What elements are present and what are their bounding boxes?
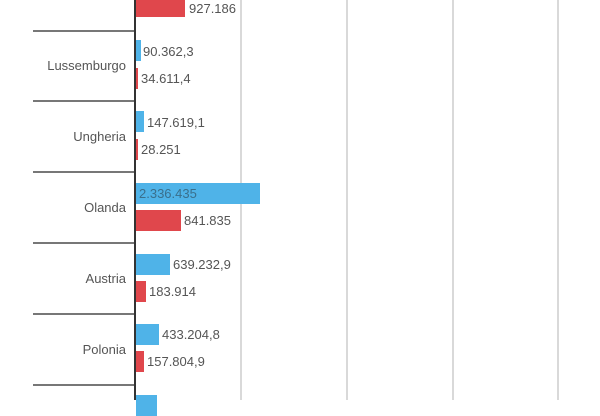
- y-axis: [134, 0, 136, 400]
- value-label: 639.232,9: [173, 257, 231, 272]
- bar-series-2: [136, 351, 144, 372]
- bar-series-2: [136, 139, 138, 160]
- bar-series-2: [136, 0, 185, 17]
- value-label: 34.611,4: [141, 71, 191, 86]
- value-label: 433.204,8: [162, 327, 220, 342]
- category-separator: [33, 384, 135, 386]
- value-label: 147.619,1: [147, 115, 205, 130]
- bar-series-1: [136, 395, 157, 416]
- bar-series-2: [136, 68, 138, 89]
- category-label: Polonia: [82, 342, 126, 357]
- bar-series-1: [136, 111, 144, 132]
- category-separator: [33, 100, 135, 102]
- gridline: [346, 0, 348, 400]
- value-label: 90.362,3: [143, 44, 194, 59]
- value-label: 2.336.435: [139, 186, 197, 201]
- category-label: Lussemburgo: [47, 58, 126, 73]
- value-label: 183.914: [149, 284, 196, 299]
- bar-chart: 927.186 Lussemburgo 90.362,3 34.611,4 Un…: [33, 0, 559, 416]
- value-label: 841.835: [184, 213, 231, 228]
- category-label: Austria: [85, 271, 126, 286]
- category-label: Ungheria: [73, 129, 126, 144]
- category-label: Olanda: [84, 200, 126, 215]
- bar-series-2: [136, 281, 146, 302]
- value-label: 28.251: [141, 142, 181, 157]
- bar-series-1: [136, 183, 260, 204]
- value-label: 927.186: [189, 1, 236, 16]
- gridline: [452, 0, 454, 400]
- bar-series-1: [136, 324, 159, 345]
- gridline: [557, 0, 559, 400]
- category-separator: [33, 171, 135, 173]
- bar-series-1: [136, 40, 141, 61]
- category-separator: [33, 242, 135, 244]
- bar-series-1: [136, 254, 170, 275]
- bar-series-2: [136, 210, 181, 231]
- category-separator: [33, 313, 135, 315]
- value-label: 157.804,9: [147, 354, 205, 369]
- category-separator: [33, 30, 135, 32]
